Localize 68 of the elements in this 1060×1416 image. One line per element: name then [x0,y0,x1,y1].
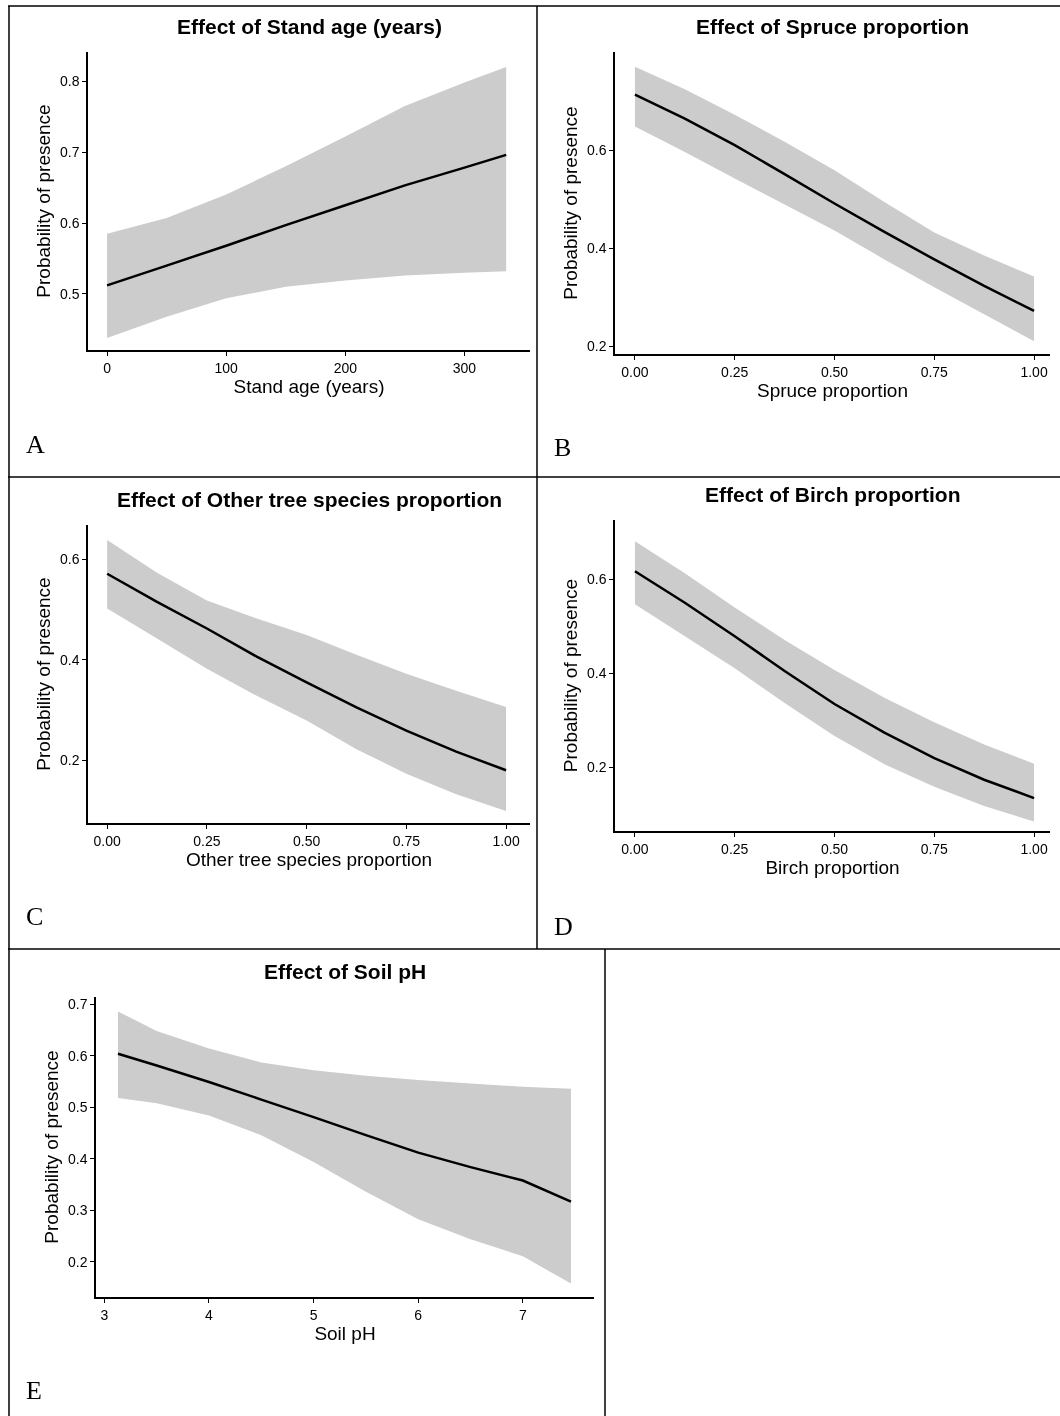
x-tick-label: 0.50 [292,832,321,849]
x-tick-label: 0.75 [392,832,421,849]
y-tick-label: 0.6 [586,571,607,588]
y-tick-label: 0.8 [59,72,80,89]
x-tick-label: 0.25 [721,840,749,857]
chart-title: Effect of Soil pH [264,960,427,983]
line-series [105,572,508,772]
x-tick-label: 0.25 [721,363,749,380]
y-tick-label: 0.4 [59,651,80,668]
chart-title: Effect of Spruce proportion [696,15,969,38]
x-axis-title: Birch proportion [765,856,900,878]
chart-title: Effect of Birch proportion [705,483,961,506]
x-tick-label: 300 [452,359,477,376]
y-tick-label: 0.6 [586,141,607,158]
line-series [633,93,1036,313]
text: E [26,1376,42,1405]
x-tick-label: 0.75 [920,363,949,380]
x-tick-label: 0.00 [621,840,649,857]
line-series [105,153,508,287]
line-series [116,1052,573,1203]
x-axis-title: Spruce proportion [756,379,909,401]
line-series [633,570,1036,800]
x-tick-label: 0.00 [621,363,649,380]
chart-title: Effect of Stand age (years) [177,15,442,38]
y-axis-title: Probability of presence [560,578,582,773]
y-tick-label: 0.4 [67,1150,88,1167]
y-axis-title: Probability of presence [33,577,55,771]
y-tick-label: 0.7 [67,996,88,1013]
y-axis-title: Probability of presence [41,1050,63,1244]
y-tick-label: 0.3 [67,1202,88,1219]
y-tick-label: 0.4 [586,665,607,682]
x-tick-label: 100 [214,359,239,376]
x-axis-title: Soil pH [314,1322,376,1344]
x-tick-label: 0.75 [920,840,949,857]
text: D [554,912,573,941]
chart-title: Effect of Other tree species proportion [117,488,503,511]
x-tick-label: 0 [103,359,112,376]
x-axis-title: Stand age (years) [233,375,385,397]
x-tick-label: 7 [518,1306,527,1323]
x-tick-label: 1.00 [1020,840,1048,857]
y-tick-label: 0.5 [59,285,80,302]
y-axis-title: Probability of presence [33,104,55,298]
text: A [26,430,45,459]
x-axis-title: Other tree species proportion [185,848,433,870]
y-tick-label: 0.7 [59,143,80,160]
y-tick-label: 0.6 [59,214,80,231]
y-axis-title: Probability of presence [560,106,582,300]
x-tick-label: 5 [309,1306,318,1323]
y-tick-label: 0.2 [67,1253,88,1270]
x-tick-label: 200 [333,359,358,376]
y-tick-label: 0.2 [59,752,80,769]
y-tick-label: 0.2 [586,338,607,355]
x-tick-label: 0.00 [93,832,121,849]
x-tick-label: 0.50 [820,363,849,380]
text: C [26,902,44,931]
x-tick-label: 6 [414,1306,423,1323]
x-tick-label: 0.25 [193,832,221,849]
x-tick-label: 0.50 [820,840,849,857]
y-tick-label: 0.6 [67,1047,88,1064]
x-tick-label: 1.00 [1020,363,1048,380]
y-tick-label: 0.6 [59,551,80,568]
x-tick-label: 4 [205,1306,214,1323]
y-tick-label: 0.4 [586,240,607,256]
y-tick-label: 0.5 [67,1099,88,1116]
text: B [554,433,572,462]
y-tick-label: 0.2 [586,759,607,776]
x-tick-label: 1.00 [492,832,520,849]
x-tick-label: 3 [100,1306,109,1323]
